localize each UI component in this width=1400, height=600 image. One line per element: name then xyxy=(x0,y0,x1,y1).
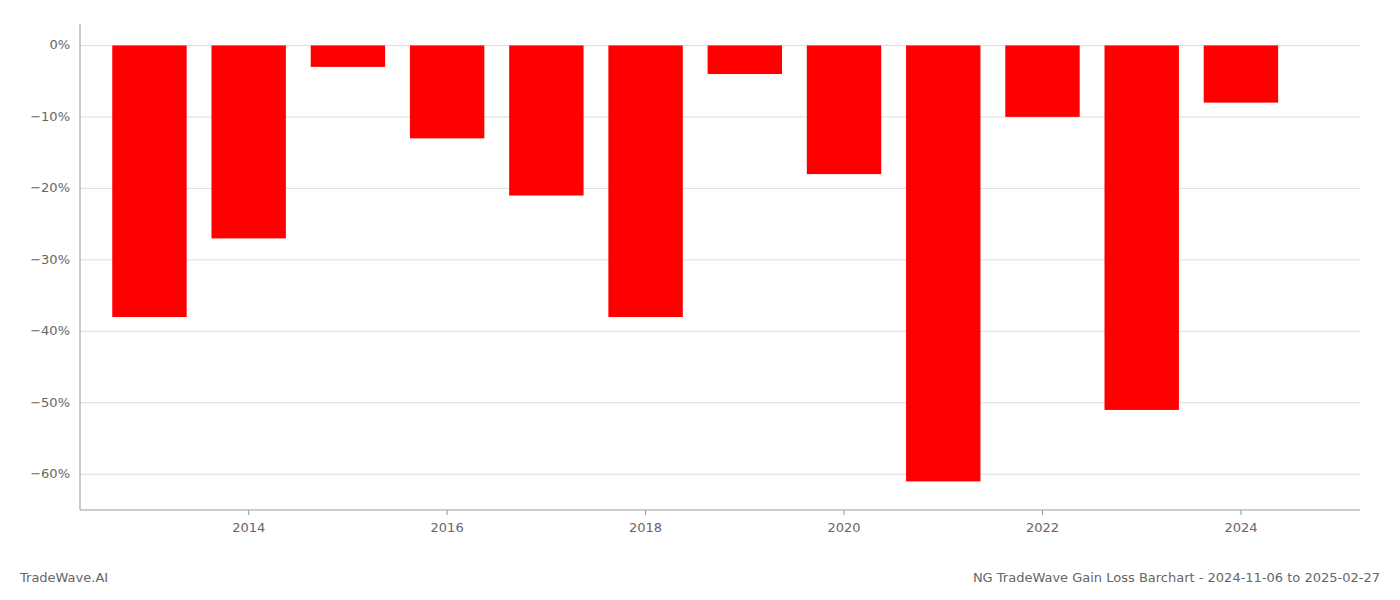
bar xyxy=(410,45,484,138)
x-tick xyxy=(1240,510,1241,515)
bar xyxy=(211,45,285,238)
bar xyxy=(112,45,186,317)
y-axis-line xyxy=(80,24,81,510)
bar xyxy=(1104,45,1178,410)
bar xyxy=(1005,45,1079,116)
x-tick xyxy=(844,510,845,515)
bars xyxy=(112,45,1278,481)
x-tick-label: 2018 xyxy=(629,520,662,535)
bar xyxy=(509,45,583,195)
x-tick-label: 2014 xyxy=(232,520,265,535)
y-tick-label: −30% xyxy=(30,252,70,267)
y-tick-label: −50% xyxy=(30,395,70,410)
x-tick xyxy=(1042,510,1043,515)
y-tick-label: −20% xyxy=(30,180,70,195)
y-tick-label: 0% xyxy=(49,37,70,52)
chart-svg: 0% −10% −20% −30% −40% −50% −60% 2014 2016 2018 20… xyxy=(0,0,1400,600)
x-tick-label: 2020 xyxy=(827,520,860,535)
bar xyxy=(807,45,881,174)
grid-line xyxy=(80,474,1360,475)
chart-title: NG TradeWave Gain Loss Barchart - 2024-1… xyxy=(973,570,1380,585)
x-tick-label: 2024 xyxy=(1224,520,1257,535)
x-tick-label: 2016 xyxy=(431,520,464,535)
x-tick xyxy=(645,510,646,515)
bar xyxy=(311,45,385,66)
y-tick-label: −60% xyxy=(30,466,70,481)
y-grid xyxy=(80,45,1360,474)
bar xyxy=(1204,45,1278,102)
x-tick xyxy=(447,510,448,515)
x-tick-label: 2022 xyxy=(1026,520,1059,535)
bar xyxy=(708,45,782,74)
footer-annotation: TradeWave.AI xyxy=(19,570,108,585)
chart-container: 0% −10% −20% −30% −40% −50% −60% 2014 2016 2018 20… xyxy=(0,0,1400,600)
bar xyxy=(608,45,682,317)
x-tick xyxy=(248,510,249,515)
y-tick-label: −40% xyxy=(30,323,70,338)
y-tick-label: −10% xyxy=(30,109,70,124)
x-axis-line xyxy=(80,510,1360,511)
bar xyxy=(906,45,980,481)
